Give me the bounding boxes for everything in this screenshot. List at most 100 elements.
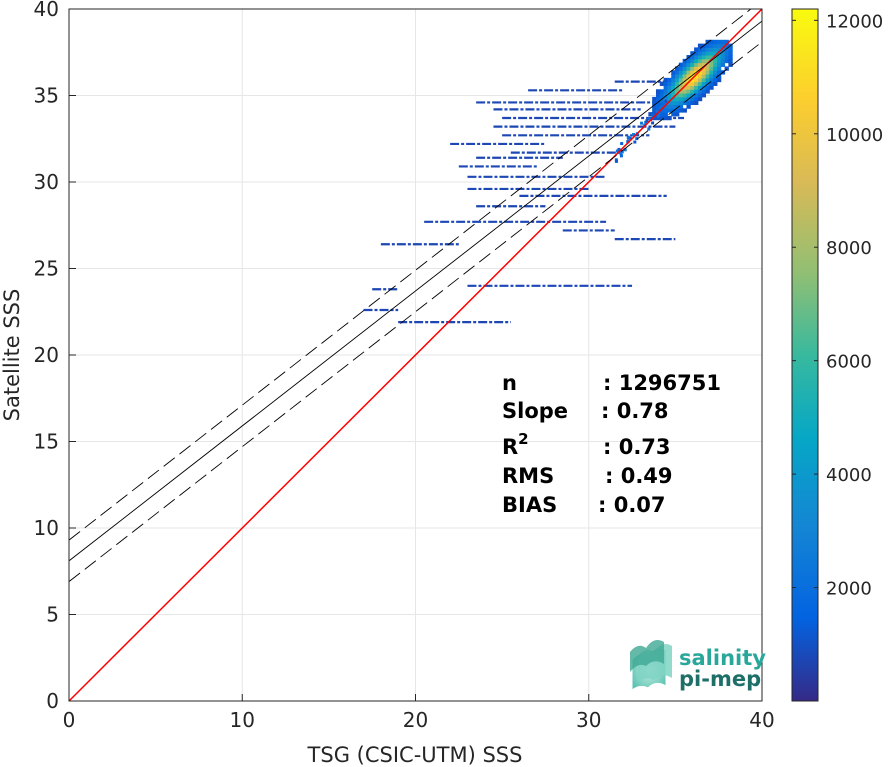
density-cell <box>694 77 699 83</box>
density-cell <box>678 74 684 79</box>
density-cell <box>678 62 684 67</box>
density-cell <box>713 70 718 75</box>
density-cell <box>701 51 707 56</box>
stat-rms-value: : 0.49 <box>605 464 673 488</box>
density-cell <box>619 154 623 158</box>
density-cell <box>648 112 653 117</box>
density-cell <box>655 104 661 109</box>
density-cell <box>728 55 733 60</box>
density-cell <box>709 39 714 45</box>
density-cell <box>663 108 668 113</box>
y-tick-label: 40 <box>34 0 59 21</box>
density-cell <box>701 93 707 98</box>
density-cell <box>709 81 714 86</box>
stats-box: n : 1296751 Slope : 0.78 R2 : 0.73 RMS :… <box>502 371 721 517</box>
density-cell <box>667 104 672 109</box>
density-cell <box>694 89 699 94</box>
density-cell <box>701 66 707 71</box>
density-cell <box>705 85 710 90</box>
density-cell <box>664 99 668 103</box>
density-cell <box>701 77 707 83</box>
density-cell <box>682 85 687 90</box>
density-cell <box>728 51 733 56</box>
density-cell <box>675 77 680 83</box>
density-cell <box>628 136 632 140</box>
density-cell <box>705 89 710 94</box>
density-cell <box>663 96 668 102</box>
y-tick-label: 10 <box>34 516 59 540</box>
density-cell <box>663 77 668 83</box>
density-cell <box>709 70 714 75</box>
density-cell <box>663 89 668 94</box>
density-cell <box>626 135 630 139</box>
density-cell <box>640 121 644 125</box>
density-cell <box>705 51 710 56</box>
density-cell <box>671 104 676 109</box>
density-cell <box>655 109 659 113</box>
density-cell <box>716 77 722 83</box>
density-cell <box>671 93 676 98</box>
density-cell <box>713 51 718 56</box>
density-cell <box>690 85 695 90</box>
density-cell <box>678 93 684 98</box>
density-cell <box>709 74 714 79</box>
fit-lines <box>69 9 762 701</box>
density-cell <box>667 89 672 94</box>
density-cell <box>701 74 707 79</box>
density-cell <box>724 47 729 52</box>
density-cell <box>671 89 676 94</box>
density-cell <box>720 58 726 64</box>
density-cell <box>716 39 722 45</box>
density-cell <box>690 74 695 79</box>
density-cell <box>697 70 703 75</box>
stat-n-value: : 1296751 <box>603 371 721 395</box>
density-cell <box>724 51 729 56</box>
density-cell <box>716 51 722 56</box>
density-cell <box>701 89 707 94</box>
density-cell <box>658 102 662 106</box>
density-cell <box>663 112 668 117</box>
density-cell <box>659 115 665 121</box>
density-cell <box>686 77 691 83</box>
density-cell <box>724 39 729 45</box>
density-cell <box>705 77 710 83</box>
y-tick-label: 15 <box>34 430 59 454</box>
density-cell <box>682 77 687 83</box>
density-cell <box>697 89 703 94</box>
density-cell <box>701 81 707 86</box>
density-cell <box>682 81 687 86</box>
density-cell <box>675 108 680 113</box>
density-cell <box>671 100 676 105</box>
density-cell <box>724 43 729 48</box>
density-cell <box>659 108 665 113</box>
density-cell <box>694 51 699 56</box>
density-cell <box>716 74 722 79</box>
density-cell <box>656 114 660 118</box>
y-tick-label: 25 <box>34 257 59 281</box>
density-cell <box>697 96 703 102</box>
logo-line1: salinity <box>679 646 766 670</box>
logo-line2: pi-mep <box>679 667 761 691</box>
density-cell <box>667 85 672 90</box>
x-tick-label: 0 <box>63 708 76 732</box>
density-cell <box>614 158 618 162</box>
density-cell <box>663 93 668 98</box>
density-cell <box>686 74 691 79</box>
density-cell <box>694 96 699 102</box>
density-cell <box>716 58 722 64</box>
density-cell <box>690 62 695 67</box>
density-cell <box>694 93 699 98</box>
density-cell <box>709 43 714 48</box>
density-cell <box>713 66 718 71</box>
density-cell <box>686 104 691 109</box>
stat-r2-sup: 2 <box>518 430 528 448</box>
density-cell <box>713 74 718 79</box>
density-cell <box>724 66 729 71</box>
y-axis-label: Satellite SSS <box>0 289 24 422</box>
regression-band-line <box>69 9 752 541</box>
density-cell <box>694 66 699 71</box>
density-cell <box>678 85 684 90</box>
density-cell <box>697 66 703 71</box>
density-cell <box>716 43 722 48</box>
density-cell <box>709 85 714 90</box>
